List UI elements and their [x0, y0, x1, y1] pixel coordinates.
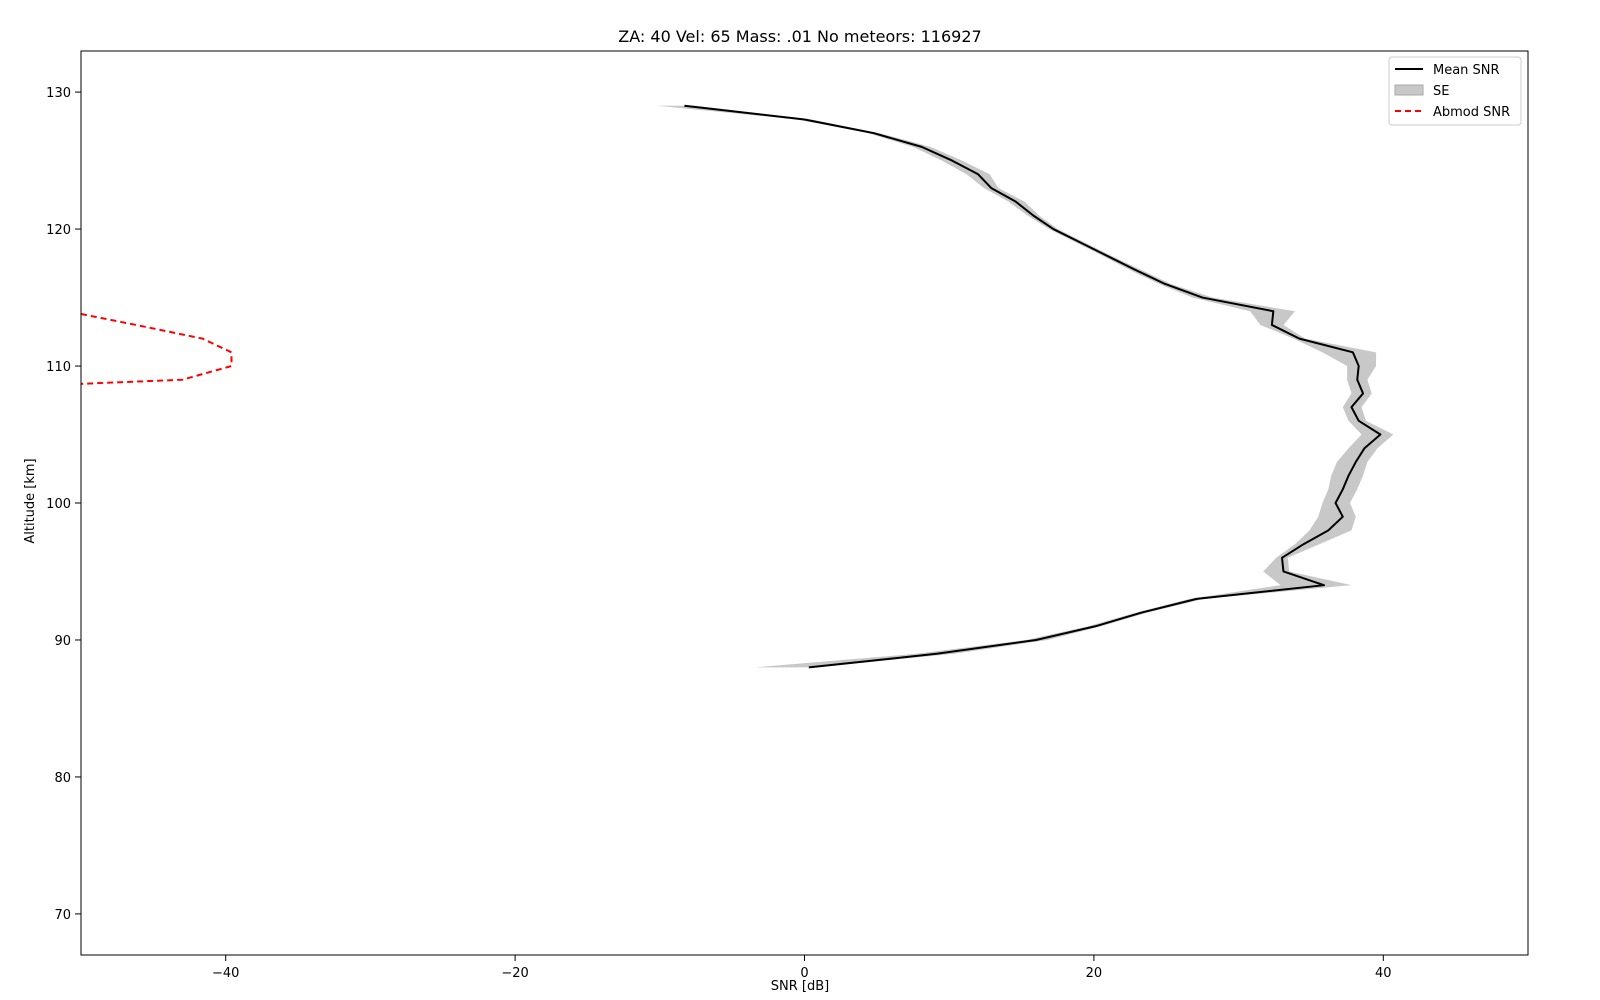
- mean-snr-line: [684, 104, 1382, 669]
- series-group: [81, 104, 1394, 669]
- y-tick-label: 130: [46, 86, 71, 101]
- x-tick-label: 40: [1375, 966, 1392, 981]
- x-tick-label: −20: [501, 966, 528, 981]
- plot-area: [81, 104, 1394, 669]
- legend-label: SE: [1433, 84, 1449, 99]
- y-axis-label: Altitude [km]: [23, 458, 38, 543]
- legend-box: [1388, 56, 1522, 126]
- x-tick-label: −40: [212, 966, 239, 981]
- legend-swatch-se: [1394, 84, 1424, 96]
- y-tick-label: 90: [54, 634, 71, 649]
- x-axis-label: SNR [dB]: [771, 979, 829, 994]
- chart-title: ZA: 40 Vel: 65 Mass: .01 No meteors: 116…: [618, 27, 981, 46]
- y-tick-label: 110: [46, 360, 71, 375]
- y-tick-label: 100: [46, 497, 71, 512]
- legend-label: Mean SNR: [1433, 63, 1500, 78]
- y-tick-label: 120: [46, 223, 71, 238]
- y-tick-label: 80: [54, 771, 71, 786]
- abmod-snr-line: [81, 313, 233, 385]
- x-tick-label: 20: [1086, 966, 1103, 981]
- axes: −40 −20 0 20 40 70 80 90 100 110 120 130: [46, 50, 1529, 981]
- legend-label: Abmod SNR: [1433, 105, 1510, 120]
- legend: Mean SNR SE Abmod SNR: [1388, 56, 1522, 126]
- y-tick-label: 70: [54, 908, 71, 923]
- x-tick-label: 0: [800, 966, 808, 981]
